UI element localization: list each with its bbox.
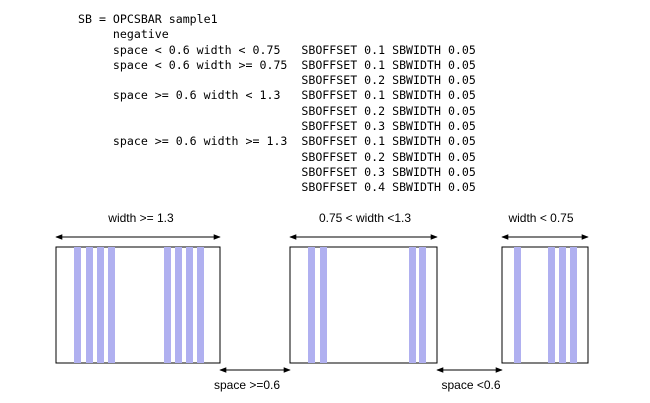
width-label-large: width >= 1.3	[107, 211, 174, 225]
code-line: space >= 0.6 width < 1.3 SBOFFSET 0.1 SB…	[78, 88, 476, 103]
scatter-bar	[570, 247, 577, 363]
scatter-bar	[86, 247, 93, 363]
code-line: space < 0.6 width < 0.75 SBOFFSET 0.1 SB…	[78, 42, 476, 57]
scatter-bar	[419, 247, 426, 363]
width-label-medium: 0.75 < width <1.3	[319, 211, 411, 225]
code-line: negative	[78, 27, 169, 42]
code-line: SBOFFSET 0.2 SBWIDTH 0.05	[78, 149, 476, 164]
scatter-bar	[97, 247, 104, 363]
shape-large	[55, 246, 221, 364]
scatter-bar	[74, 247, 81, 363]
width-label-small: width < 0.75	[507, 211, 573, 225]
code-line: SB = OPCSBAR sample1	[78, 12, 218, 26]
code-line: space >= 0.6 width >= 1.3 SBOFFSET 0.1 S…	[78, 134, 476, 149]
scatter-bar	[197, 247, 204, 363]
scatter-bar	[514, 247, 521, 363]
scatter-bar	[559, 247, 566, 363]
shape-medium	[289, 246, 438, 364]
scatter-bar	[320, 247, 327, 363]
code-line: SBOFFSET 0.2 SBWIDTH 0.05	[78, 73, 476, 88]
code-line: SBOFFSET 0.4 SBWIDTH 0.05	[78, 180, 476, 195]
scatter-bar	[186, 247, 193, 363]
code-line: SBOFFSET 0.2 SBWIDTH 0.05	[78, 103, 476, 118]
code-line: space < 0.6 width >= 0.75 SBOFFSET 0.1 S…	[78, 57, 476, 72]
scatter-bar	[164, 247, 171, 363]
code-line: SBOFFSET 0.3 SBWIDTH 0.05	[78, 119, 476, 134]
space-label-large: space >=0.6	[214, 378, 280, 392]
shape-small	[501, 246, 589, 364]
code-line: SBOFFSET 0.3 SBWIDTH 0.05	[78, 164, 476, 179]
rule-code-block: SB = OPCSBAR sample1 negative space < 0.…	[78, 12, 476, 196]
scatter-bar	[409, 247, 416, 363]
scatter-bar	[308, 247, 315, 363]
space-label-small: space <0.6	[441, 378, 500, 392]
scatter-bar	[175, 247, 182, 363]
scatter-bar	[548, 247, 555, 363]
scatter-bar	[108, 247, 115, 363]
